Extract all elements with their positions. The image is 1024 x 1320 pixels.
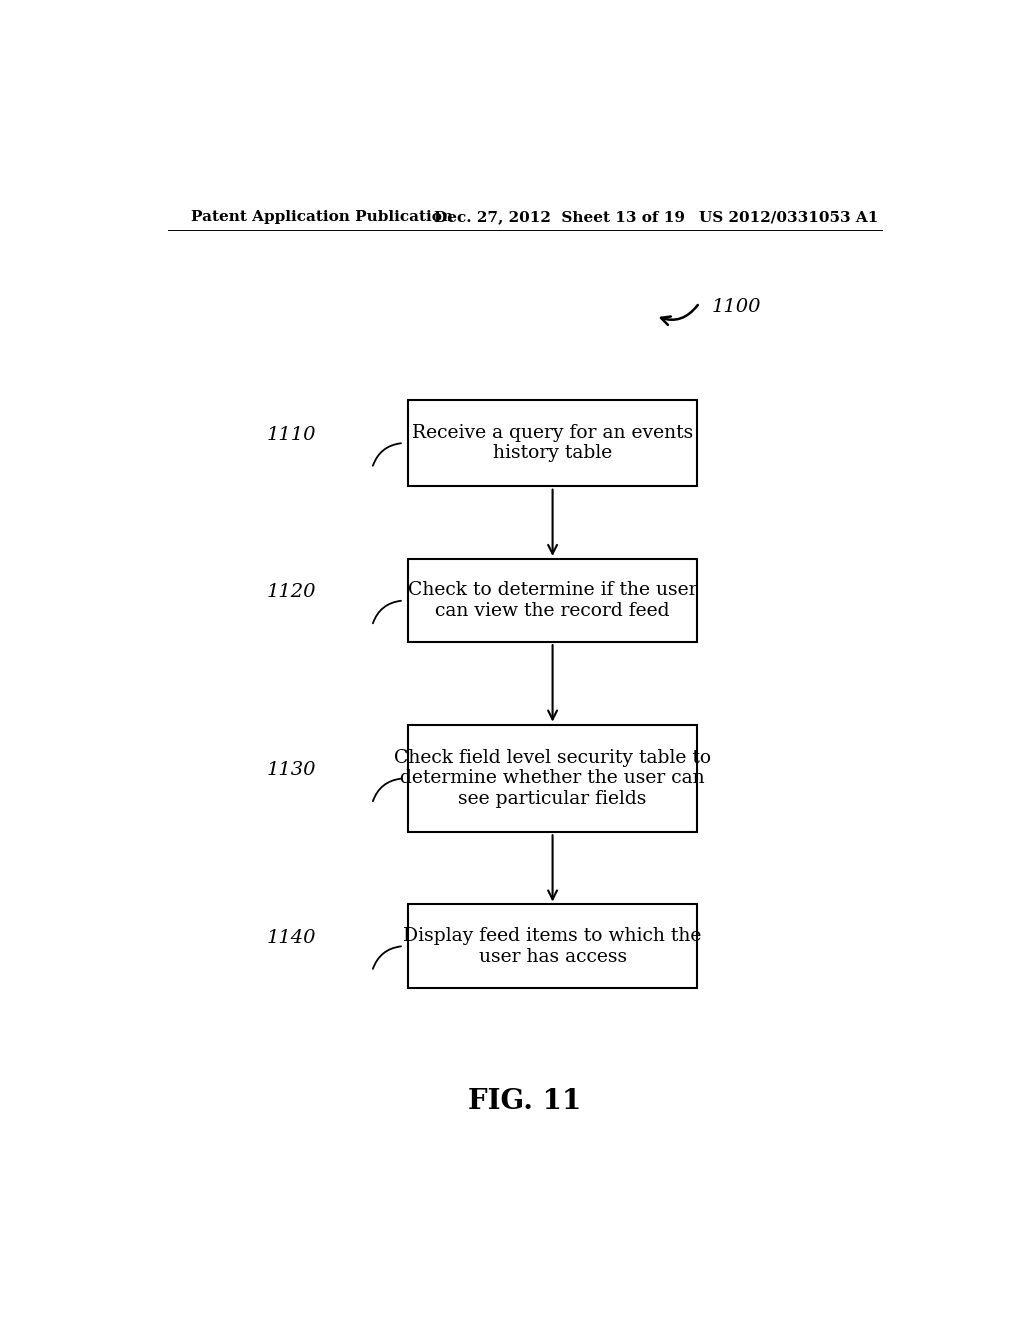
FancyBboxPatch shape [408,558,697,643]
FancyBboxPatch shape [408,904,697,987]
Text: 1120: 1120 [267,583,316,602]
Text: Dec. 27, 2012  Sheet 13 of 19: Dec. 27, 2012 Sheet 13 of 19 [433,210,684,224]
Text: US 2012/0331053 A1: US 2012/0331053 A1 [699,210,879,224]
Text: Display feed items to which the
user has access: Display feed items to which the user has… [403,927,701,965]
Text: 1130: 1130 [267,762,316,779]
Text: 1110: 1110 [267,426,316,444]
Text: FIG. 11: FIG. 11 [468,1088,582,1115]
Text: 1140: 1140 [267,929,316,946]
FancyBboxPatch shape [408,400,697,486]
Text: 1100: 1100 [712,298,761,315]
Text: Check field level security table to
determine whether the user can
see particula: Check field level security table to dete… [394,748,711,808]
Text: Patent Application Publication: Patent Application Publication [191,210,454,224]
Text: Check to determine if the user
can view the record feed: Check to determine if the user can view … [408,581,697,620]
Text: Receive a query for an events
history table: Receive a query for an events history ta… [412,424,693,462]
FancyBboxPatch shape [408,725,697,832]
